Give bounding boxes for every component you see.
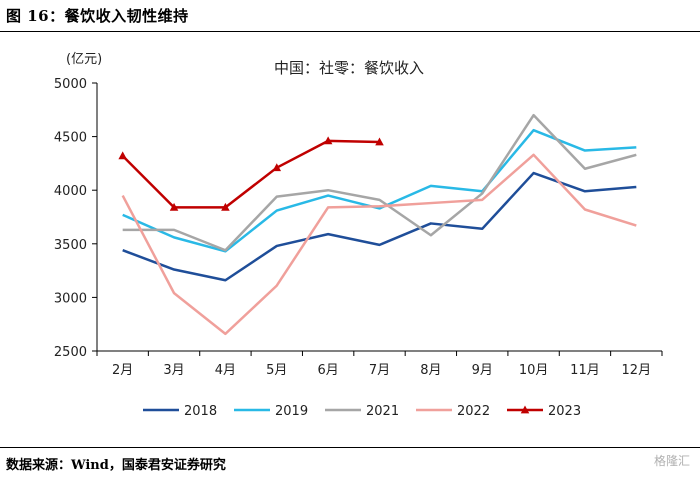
- x-tick-label: 12月: [622, 363, 652, 378]
- series-line-2023: [121, 139, 380, 209]
- y-tick-label: 3000: [54, 291, 87, 306]
- figure-title: 图 16：餐饮收入韧性维持: [6, 7, 189, 25]
- legend-marker-2023: [520, 405, 530, 414]
- legend-item-2019: 2019: [234, 404, 308, 419]
- data-point-2023: [221, 202, 230, 211]
- legend-label-2019: 2019: [275, 404, 308, 419]
- x-tick-label: 10月: [519, 363, 549, 378]
- y-ticks: 2500 3000 3500 4000 4500 5000: [54, 77, 97, 360]
- legend-label-2021: 2021: [366, 404, 399, 419]
- x-tick-label: 7月: [369, 363, 390, 378]
- legend-label-2022: 2022: [457, 404, 490, 419]
- x-tick-label: 6月: [317, 363, 338, 378]
- data-point-2023: [169, 202, 179, 211]
- bottom-rule: [0, 447, 700, 448]
- x-tick-label: 8月: [420, 363, 441, 378]
- x-tick-label: 3月: [163, 363, 184, 378]
- chart: 中国：社零：餐饮收入 (亿元) 2500 3000 3500 4000 4500 5000…: [54, 52, 663, 419]
- series-group: [118, 113, 637, 336]
- legend-item-2022: 2022: [416, 404, 490, 419]
- series-2018: [122, 171, 637, 282]
- series-2023: [118, 136, 384, 211]
- top-rule: [0, 31, 700, 32]
- legend-label-2018: 2018: [184, 404, 217, 419]
- y-tick-label: 2500: [54, 345, 87, 360]
- legend-item-2023: 2023: [507, 404, 581, 419]
- series-line-2022: [121, 153, 637, 336]
- y-tick-label: 4000: [54, 184, 87, 199]
- source-note: 数据来源：Wind，国泰君安证券研究: [6, 458, 226, 473]
- series-line-2019: [122, 128, 637, 253]
- y-tick-label: 4500: [54, 131, 87, 146]
- series-2022: [121, 153, 637, 336]
- legend: 2018 2019 2021 2022 2023: [143, 404, 581, 419]
- y-tick-label: 3500: [54, 238, 87, 253]
- chart-title: 中国：社零：餐饮收入: [274, 59, 424, 77]
- series-2019: [122, 128, 637, 253]
- series-2021: [122, 113, 637, 252]
- data-point-2023: [375, 137, 384, 146]
- legend-item-2018: 2018: [143, 404, 217, 419]
- x-tick-label: 2月: [112, 363, 133, 378]
- y-axis-unit-label: (亿元): [66, 52, 102, 67]
- data-point-2023: [272, 163, 282, 172]
- y-tick-label: 5000: [54, 77, 87, 92]
- x-ticks: 2月 3月 4月 5月 6月 7月 8月 9月 10月 11月 12月: [96, 351, 663, 378]
- x-tick-label: 11月: [570, 363, 600, 378]
- watermark-logo: 格隆汇: [653, 454, 690, 468]
- data-point-2023: [323, 136, 333, 145]
- x-tick-label: 4月: [215, 363, 236, 378]
- series-line-2021: [122, 113, 637, 252]
- x-tick-label: 5月: [266, 363, 287, 378]
- data-point-2023: [118, 151, 127, 160]
- legend-item-2021: 2021: [325, 404, 399, 419]
- series-line-2018: [122, 171, 637, 282]
- x-tick-label: 9月: [472, 363, 493, 378]
- legend-label-2023: 2023: [548, 404, 581, 419]
